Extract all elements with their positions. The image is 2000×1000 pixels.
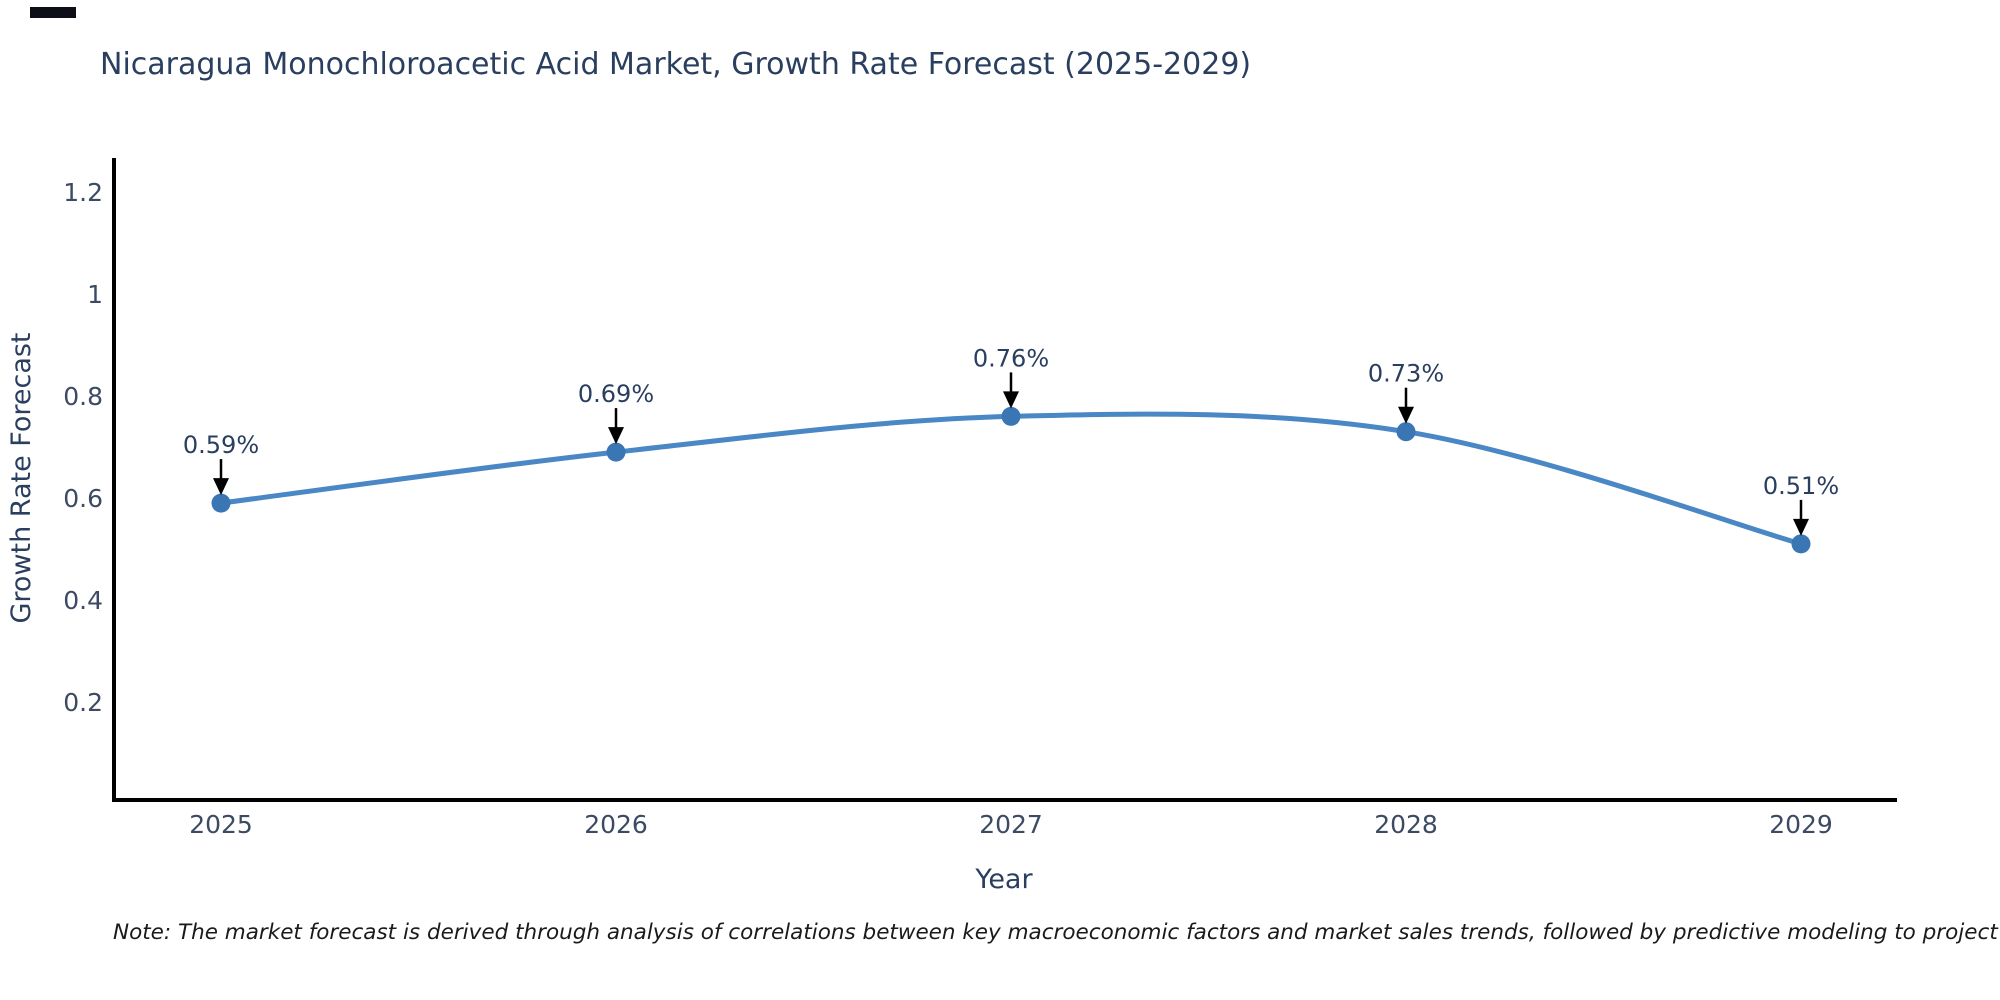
y-tick-label: 0.8 [63,382,103,411]
y-tick-label: 0.6 [63,484,103,513]
point-label-2028: 0.73% [1368,360,1444,388]
data-point-2029 [1791,534,1811,554]
chart-title: Nicaragua Monochloroacetic Acid Market, … [100,47,1252,82]
data-point-2026 [606,442,626,462]
data-point-2028 [1396,422,1416,442]
y-tick-label: 0.2 [63,688,103,717]
trend-line [218,411,1804,547]
x-tick-label: 2028 [1374,810,1438,839]
x-tick-label: 2025 [189,810,253,839]
point-label-2027: 0.76% [973,344,1049,372]
point-label-2026: 0.69% [578,380,654,408]
annotation-arrow-head [213,478,229,496]
x-tick-label: 2027 [979,810,1043,839]
x-tick-label: 2026 [584,810,648,839]
point-label-2029: 0.51% [1763,472,1839,500]
y-tick-label: 1.2 [63,178,103,207]
annotation-arrow-head [1003,391,1019,409]
y-tick-label: 0.4 [63,586,103,615]
y-tick-label: 1 [87,280,103,309]
point-label-2025: 0.59% [183,431,259,459]
x-axis-title: Year [974,864,1033,895]
annotation-arrow-head [608,427,624,445]
annotation-arrow-head [1793,518,1809,536]
x-tick-label: 2029 [1769,810,1833,839]
corner-artifact [30,7,76,18]
annotation-arrow-head [1398,406,1414,424]
y-axis-title: Growth Rate Forecast [6,332,37,623]
data-point-2027 [1001,406,1021,426]
footnote: Note: The market forecast is derived thr… [113,920,2000,945]
data-point-2025 [211,493,231,513]
